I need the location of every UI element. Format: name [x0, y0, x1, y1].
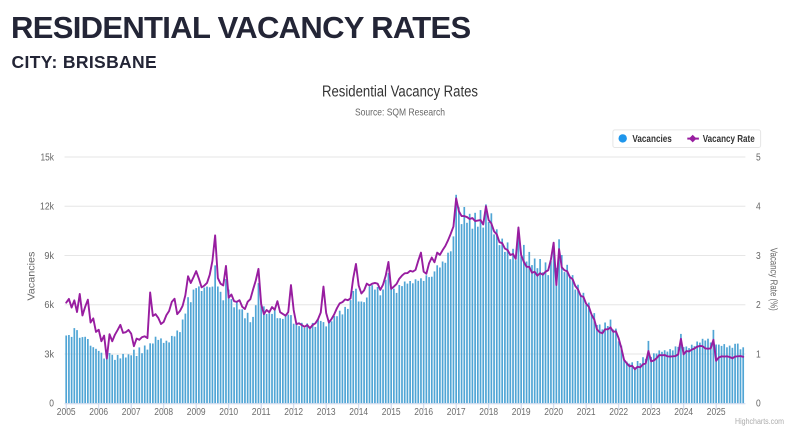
- svg-text:Vacancies: Vacancies: [632, 133, 672, 145]
- svg-text:2011: 2011: [252, 407, 271, 418]
- svg-text:2009: 2009: [187, 407, 206, 418]
- svg-text:0: 0: [756, 399, 761, 410]
- svg-text:15k: 15k: [41, 153, 55, 164]
- svg-text:2015: 2015: [382, 407, 401, 418]
- svg-text:1: 1: [756, 350, 761, 361]
- svg-text:2008: 2008: [154, 407, 173, 418]
- svg-text:2020: 2020: [544, 407, 563, 418]
- svg-text:Vacancy Rate: Vacancy Rate: [703, 133, 755, 145]
- svg-text:2021: 2021: [577, 407, 596, 418]
- svg-text:2012: 2012: [284, 407, 303, 418]
- svg-text:2014: 2014: [349, 407, 368, 418]
- svg-text:2017: 2017: [447, 407, 466, 418]
- svg-text:6k: 6k: [44, 300, 55, 311]
- svg-text:Vacancies: Vacancies: [26, 252, 38, 301]
- svg-text:5: 5: [756, 153, 761, 164]
- svg-text:9k: 9k: [44, 251, 55, 262]
- svg-text:2: 2: [756, 300, 761, 311]
- svg-text:2005: 2005: [57, 407, 76, 418]
- svg-text:2010: 2010: [219, 407, 238, 418]
- svg-text:2013: 2013: [317, 407, 336, 418]
- svg-text:Source: SQM Research: Source: SQM Research: [355, 107, 445, 119]
- svg-text:12k: 12k: [40, 202, 55, 213]
- svg-text:2025: 2025: [707, 407, 726, 418]
- svg-text:2006: 2006: [89, 407, 108, 418]
- svg-text:2019: 2019: [512, 407, 531, 418]
- svg-text:3k: 3k: [44, 350, 55, 361]
- svg-text:2018: 2018: [479, 407, 498, 418]
- svg-text:0: 0: [49, 399, 54, 410]
- svg-text:4: 4: [756, 202, 761, 213]
- svg-text:2016: 2016: [414, 407, 433, 418]
- svg-text:2007: 2007: [122, 407, 141, 418]
- svg-text:Residential Vacancy Rates: Residential Vacancy Rates: [322, 84, 478, 101]
- svg-text:2024: 2024: [674, 407, 693, 418]
- svg-text:Vacancy Rate (%): Vacancy Rate (%): [768, 248, 780, 311]
- svg-text:2023: 2023: [642, 407, 661, 418]
- svg-text:3: 3: [756, 251, 761, 262]
- svg-text:2022: 2022: [609, 407, 628, 418]
- svg-text:Highcharts.com: Highcharts.com: [735, 417, 784, 426]
